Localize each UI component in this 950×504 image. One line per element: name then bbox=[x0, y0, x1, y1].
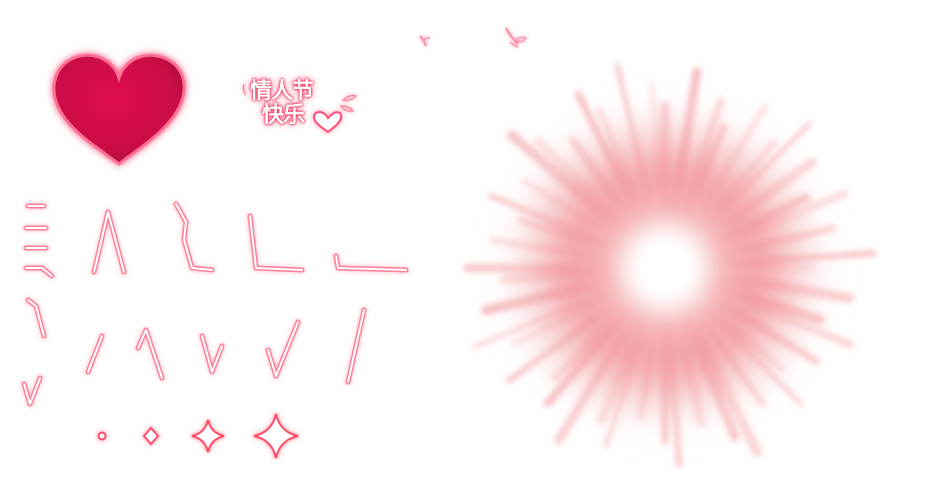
stroke-corner-1 bbox=[247, 213, 305, 273]
leaf-icon bbox=[242, 83, 358, 112]
heart-icon bbox=[52, 53, 186, 166]
stroke-pieces bbox=[21, 201, 409, 407]
valentines-title-art: 情人节 快乐 bbox=[250, 79, 314, 128]
title-line-1: 情人节 bbox=[250, 79, 314, 104]
stroke-chevron-up-2 bbox=[135, 327, 165, 381]
sparkle-icon bbox=[253, 413, 299, 459]
small-heart-icon bbox=[312, 111, 343, 134]
sparkle-icon bbox=[142, 426, 160, 446]
sparkle-icon bbox=[191, 419, 225, 453]
leaf-icon bbox=[419, 27, 527, 48]
stroke-chevron-up-1 bbox=[91, 209, 127, 275]
sparkle-icon bbox=[97, 431, 107, 441]
light-burst-icon bbox=[463, 63, 877, 469]
title-line-2: 快乐 bbox=[262, 103, 305, 128]
sparkle-row bbox=[97, 413, 299, 459]
